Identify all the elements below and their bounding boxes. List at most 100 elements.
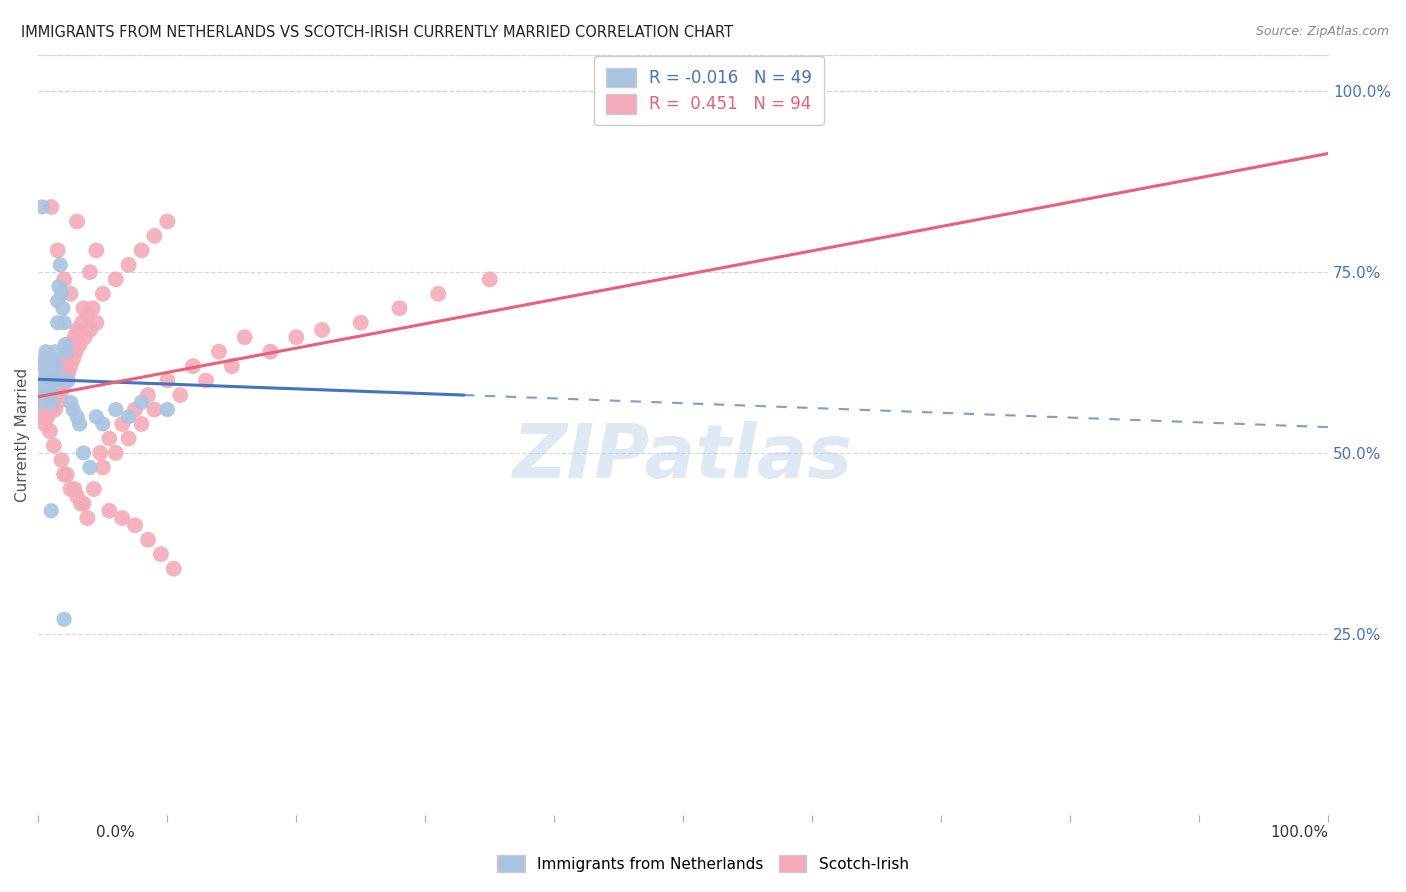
Point xyxy=(49,388,72,402)
Point xyxy=(44,367,66,381)
Point xyxy=(39,381,62,395)
Point xyxy=(38,388,60,402)
Point xyxy=(39,402,62,417)
Point xyxy=(41,359,63,373)
Point xyxy=(35,395,58,409)
Point xyxy=(45,374,67,388)
Point xyxy=(69,417,91,431)
Point xyxy=(53,316,76,330)
Point xyxy=(136,388,159,402)
Point xyxy=(34,388,56,402)
Point xyxy=(59,359,82,373)
Point xyxy=(60,337,83,351)
Point xyxy=(44,344,66,359)
Point xyxy=(72,497,94,511)
Point xyxy=(55,467,77,482)
Point xyxy=(51,286,73,301)
Point xyxy=(76,309,98,323)
Point xyxy=(163,562,186,576)
Point xyxy=(221,359,243,373)
Point xyxy=(65,344,87,359)
Point xyxy=(39,374,62,388)
Point xyxy=(31,409,53,424)
Point xyxy=(42,439,65,453)
Point xyxy=(111,417,134,431)
Point xyxy=(39,351,62,366)
Point xyxy=(117,432,139,446)
Point xyxy=(70,316,93,330)
Point xyxy=(156,214,179,228)
Text: 0.0%: 0.0% xyxy=(96,825,135,840)
Point xyxy=(31,381,53,395)
Point xyxy=(45,359,67,373)
Point xyxy=(35,409,58,424)
Point xyxy=(53,272,76,286)
Point xyxy=(38,388,60,402)
Point xyxy=(59,395,82,409)
Point xyxy=(32,402,55,417)
Point xyxy=(37,374,59,388)
Point xyxy=(42,388,65,402)
Point xyxy=(427,286,450,301)
Point xyxy=(169,388,191,402)
Point xyxy=(478,272,501,286)
Point xyxy=(124,402,146,417)
Point xyxy=(156,374,179,388)
Text: Source: ZipAtlas.com: Source: ZipAtlas.com xyxy=(1256,25,1389,38)
Point xyxy=(39,424,62,438)
Point xyxy=(35,367,58,381)
Point xyxy=(66,323,89,337)
Point xyxy=(131,244,153,258)
Point xyxy=(32,374,55,388)
Point xyxy=(259,344,281,359)
Point xyxy=(63,482,86,496)
Point xyxy=(59,286,82,301)
Point xyxy=(136,533,159,547)
Point xyxy=(117,258,139,272)
Point xyxy=(62,351,84,366)
Point xyxy=(46,293,69,308)
Point xyxy=(69,337,91,351)
Point xyxy=(79,265,101,279)
Point xyxy=(34,351,56,366)
Point xyxy=(86,316,108,330)
Point xyxy=(388,301,411,316)
Point xyxy=(82,301,104,316)
Point xyxy=(181,359,204,373)
Point xyxy=(58,344,80,359)
Text: ZIPatlas: ZIPatlas xyxy=(513,421,853,494)
Point xyxy=(91,417,114,431)
Point xyxy=(39,200,62,214)
Point xyxy=(233,330,256,344)
Point xyxy=(66,214,89,228)
Point xyxy=(46,316,69,330)
Point xyxy=(55,344,77,359)
Point xyxy=(55,374,77,388)
Point xyxy=(104,446,127,460)
Point xyxy=(79,323,101,337)
Point xyxy=(42,351,65,366)
Point xyxy=(62,402,84,417)
Point xyxy=(91,460,114,475)
Point xyxy=(37,409,59,424)
Point xyxy=(41,374,63,388)
Point xyxy=(86,244,108,258)
Point xyxy=(86,409,108,424)
Point xyxy=(98,504,121,518)
Point xyxy=(91,286,114,301)
Point xyxy=(53,467,76,482)
Point xyxy=(39,395,62,409)
Point xyxy=(41,395,63,409)
Point xyxy=(311,323,333,337)
Point xyxy=(143,229,166,244)
Point xyxy=(46,244,69,258)
Point xyxy=(52,301,75,316)
Point xyxy=(53,359,76,373)
Point xyxy=(46,395,69,409)
Point xyxy=(124,518,146,533)
Point xyxy=(131,417,153,431)
Point xyxy=(55,337,77,351)
Point xyxy=(72,301,94,316)
Point xyxy=(104,272,127,286)
Y-axis label: Currently Married: Currently Married xyxy=(15,368,30,502)
